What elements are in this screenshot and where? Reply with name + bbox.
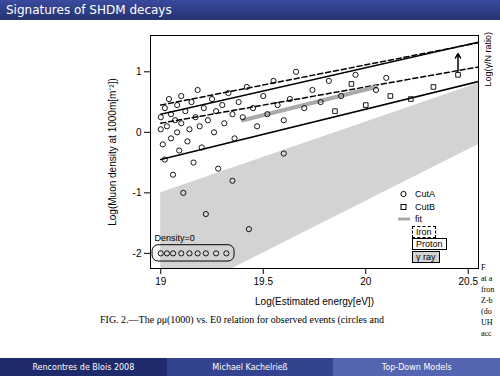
html-text:Log(γ/N ratio): Log(γ/N ratio): [483, 32, 493, 87]
html-text:Z-b: Z-b: [481, 296, 493, 305]
html-text:(do: (do: [481, 307, 492, 316]
html-text:fron: fron: [481, 285, 495, 294]
svg-text:0: 0: [136, 127, 142, 138]
svg-text:-2: -2: [133, 248, 142, 259]
html-text:Iron: Iron: [416, 226, 432, 237]
svg-text:-1: -1: [133, 187, 142, 198]
html-text:CutB: CutB: [415, 201, 435, 212]
html-text:Michael Kachelrieß: Michael Kachelrieß: [212, 362, 288, 372]
svg-text:20.5: 20.5: [459, 276, 479, 287]
html-text:fit: fit: [415, 214, 422, 225]
html-text:UH: UH: [481, 318, 493, 327]
svg-text:Log(Muon density at 1000m[m⁻²]: Log(Muon density at 1000m[m⁻²]): [107, 78, 118, 226]
html-text:F: F: [481, 263, 486, 272]
html-text:CutA: CutA: [415, 189, 435, 200]
svg-text:19: 19: [155, 276, 167, 287]
html-text:FIG. 2.—The ρμ(1000) vs. E0 re: FIG. 2.—The ρμ(1000) vs. E0 relation for…: [100, 314, 384, 325]
html-text:at a: at a: [481, 274, 493, 283]
svg-text:Log(Estimated energy[eV]): Log(Estimated energy[eV]): [255, 296, 374, 307]
html-text:Rencontres de Blois 2008: Rencontres de Blois 2008: [32, 362, 135, 372]
svg-text:Density=0: Density=0: [155, 233, 195, 243]
html-text:Proton: Proton: [416, 239, 443, 250]
svg-text:1: 1: [136, 66, 142, 77]
svg-text:19.5: 19.5: [254, 276, 274, 287]
html-text:Signatures of SHDM decays: Signatures of SHDM decays: [6, 3, 172, 17]
html-text:Top-Down Models: Top-Down Models: [381, 362, 452, 372]
html-text:acc: acc: [481, 329, 492, 338]
svg-text:20: 20: [360, 276, 372, 287]
html-text:γ ray: γ ray: [416, 251, 436, 262]
